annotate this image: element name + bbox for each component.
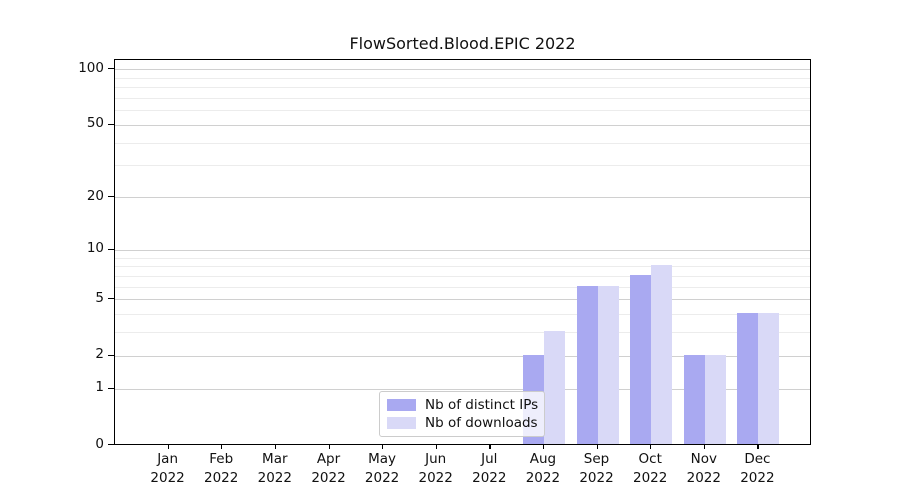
legend-label-downloads: Nb of downloads [425, 415, 538, 431]
x-tick-mark-nov [703, 444, 706, 449]
bar-dec-nb-of-distinct-ips [737, 312, 759, 444]
x-tick-label-dec: Dec 2022 [740, 451, 775, 486]
x-tick-mark-feb [221, 444, 223, 449]
y-tick-label-2: 2 [95, 346, 104, 362]
bar-dec-nb-of-downloads [758, 312, 780, 444]
gridline-major-100 [115, 69, 810, 71]
gridline-major-20 [115, 197, 810, 199]
y-tick-mark-0 [108, 444, 114, 446]
x-tick-mark-jun [435, 444, 437, 449]
x-tick-label-feb: Feb 2022 [204, 451, 239, 486]
x-tick-mark-dec [757, 444, 759, 449]
gridline-minor-7 [115, 275, 810, 277]
x-tick-label-nov: Nov 2022 [686, 451, 721, 486]
gridline-minor-70 [115, 97, 810, 99]
x-tick-label-apr: Apr 2022 [311, 451, 346, 486]
x-tick-label-aug: Aug 2022 [525, 451, 561, 486]
legend-label-distinct-ips: Nb of distinct IPs [425, 397, 539, 413]
y-tick-label-100: 100 [78, 59, 104, 76]
y-tick-mark-100 [108, 68, 114, 70]
y-tick-mark-50 [108, 123, 114, 126]
bar-nov-nb-of-distinct-ips [683, 354, 705, 444]
bar-oct-nb-of-distinct-ips [630, 274, 652, 444]
gridline-major-1 [115, 388, 810, 390]
y-tick-mark-5 [108, 298, 114, 300]
gridline-minor-90 [115, 77, 810, 79]
y-tick-mark-2 [108, 354, 114, 356]
legend-swatch-distinct-ips [387, 399, 416, 411]
gridline-minor-9 [115, 257, 810, 259]
bar-sep-nb-of-distinct-ips [576, 285, 598, 444]
legend-entry-downloads: Nb of downloads [387, 415, 538, 431]
legend-entry-distinct-ips: Nb of distinct IPs [387, 397, 539, 413]
gridline-minor-6 [115, 286, 810, 288]
x-tick-label-jun: Jun 2022 [418, 451, 453, 486]
chart-title: FlowSorted.Blood.EPIC 2022 [349, 34, 576, 53]
x-tick-label-may: May 2022 [364, 451, 400, 486]
x-tick-mark-jul [489, 444, 491, 449]
gridline-minor-40 [115, 142, 810, 144]
y-tick-label-50: 50 [86, 115, 104, 132]
y-tick-label-1: 1 [95, 379, 104, 395]
x-tick-label-jan: Jan 2022 [150, 451, 185, 486]
gridline-minor-4 [115, 313, 810, 315]
bar-sep-nb-of-downloads [597, 285, 619, 444]
gridline-minor-30 [115, 165, 810, 167]
bar-oct-nb-of-downloads [651, 265, 673, 444]
x-tick-label-jul: Jul 2022 [472, 451, 507, 486]
plot-area: Nb of distinct IPs Nb of downloads [114, 59, 811, 445]
legend-swatch-downloads [387, 417, 416, 429]
y-tick-mark-10 [108, 248, 114, 250]
x-tick-mark-jan [167, 444, 169, 449]
y-tick-mark-1 [108, 387, 114, 389]
y-tick-mark-20 [108, 196, 114, 198]
bar-nov-nb-of-downloads [704, 354, 726, 444]
y-tick-label-5: 5 [95, 289, 104, 306]
x-tick-mark-sep [596, 444, 598, 449]
x-tick-mark-aug [542, 444, 545, 449]
gridline-major-5 [115, 299, 810, 301]
gridline-major-10 [115, 249, 810, 251]
x-tick-label-mar: Mar 2022 [257, 451, 292, 486]
y-tick-label-20: 20 [86, 187, 104, 204]
x-tick-mark-may [382, 444, 384, 449]
x-tick-mark-mar [274, 444, 277, 449]
gridline-minor-3 [115, 332, 810, 334]
gridline-major-50 [115, 124, 810, 126]
gridline-major-2 [115, 355, 810, 357]
bar-aug-nb-of-downloads [543, 331, 565, 444]
gridline-minor-80 [115, 87, 810, 89]
legend: Nb of distinct IPs Nb of downloads [379, 391, 545, 437]
x-tick-mark-apr [328, 444, 330, 449]
x-tick-label-sep: Sep 2022 [579, 451, 614, 486]
x-tick-mark-oct [650, 444, 652, 449]
x-tick-label-oct: Oct 2022 [633, 451, 668, 486]
gridline-minor-8 [115, 266, 810, 268]
y-tick-label-10: 10 [86, 240, 104, 257]
y-tick-label-0: 0 [95, 435, 104, 452]
gridline-minor-60 [115, 110, 810, 112]
